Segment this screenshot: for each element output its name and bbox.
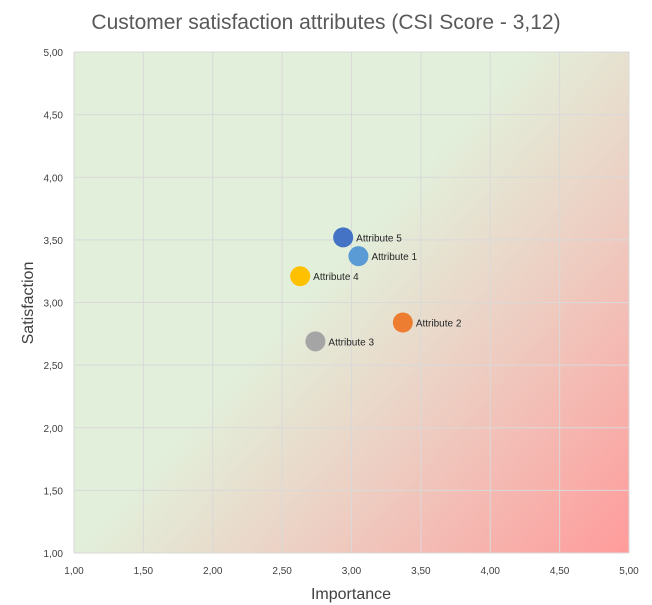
data-label-3: Attribute 3 (328, 337, 374, 348)
y-tick-label: 1,00 (44, 549, 64, 560)
data-point-4 (290, 266, 311, 287)
y-tick-label: 5,00 (44, 48, 64, 59)
x-tick-label: 2,50 (272, 566, 292, 577)
data-labels: Attribute 1 Attribute 2 Attribute 3 Attribu… (313, 233, 462, 348)
y-tick-label: 1,50 (44, 486, 64, 497)
data-label-5: Attribute 5 (356, 233, 402, 244)
chart-title: Customer satisfaction attributes (CSI Sc… (91, 11, 560, 34)
data-label-2: Attribute 2 (416, 319, 462, 330)
data-label-1: Attribute 1 (371, 252, 417, 263)
data-point-5 (333, 227, 354, 248)
y-axis-tick-labels: 1,00 1,50 2,00 2,50 3,00 3,50 4,00 4,50 5,00 (44, 48, 64, 560)
x-tick-label: 3,00 (342, 566, 362, 577)
data-points (290, 227, 413, 352)
y-tick-label: 2,00 (44, 424, 64, 435)
y-tick-label: 3,00 (44, 299, 64, 310)
y-tick-label: 2,50 (44, 361, 64, 372)
x-tick-label: 5,00 (619, 566, 639, 577)
x-tick-label: 1,00 (64, 566, 84, 577)
x-axis-tick-labels: 1,00 1,50 2,00 2,50 3,00 3,50 4,00 4,50 5,00 (64, 566, 639, 577)
y-axis-title: Satisfaction (20, 262, 37, 345)
y-tick-label: 3,50 (44, 236, 64, 247)
data-label-4: Attribute 4 (313, 272, 359, 283)
x-axis-title: Importance (311, 586, 391, 603)
x-tick-label: 1,50 (134, 566, 154, 577)
x-tick-label: 2,00 (203, 566, 223, 577)
data-point-1 (348, 246, 369, 267)
x-tick-label: 3,50 (411, 566, 431, 577)
x-tick-label: 4,50 (550, 566, 570, 577)
x-tick-label: 4,00 (481, 566, 501, 577)
y-tick-label: 4,00 (44, 173, 64, 184)
y-tick-label: 4,50 (44, 111, 64, 122)
data-point-2 (392, 312, 413, 333)
data-point-3 (305, 331, 326, 352)
